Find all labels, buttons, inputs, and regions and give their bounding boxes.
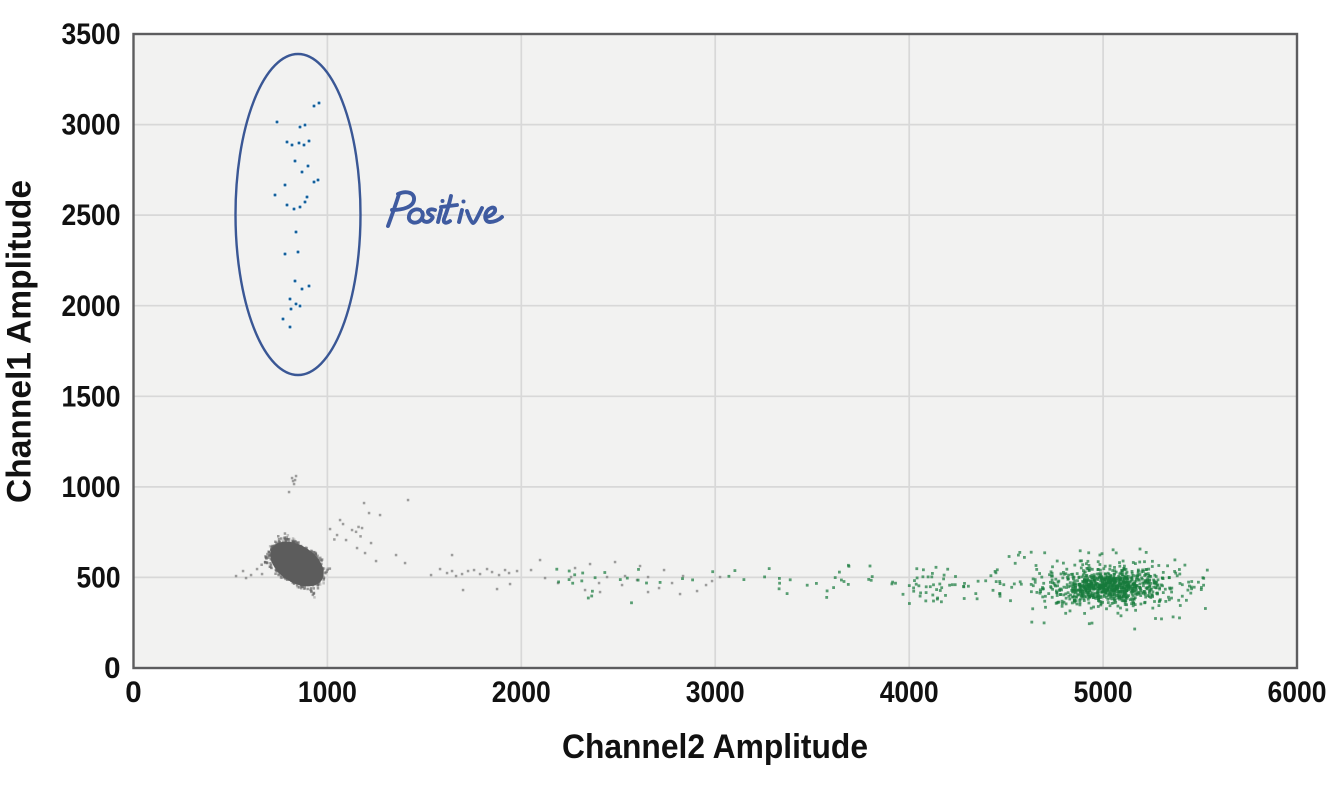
- svg-text:1000: 1000: [62, 471, 121, 504]
- svg-text:1000: 1000: [298, 676, 357, 709]
- svg-text:0: 0: [125, 676, 141, 709]
- svg-text:6000: 6000: [1268, 676, 1327, 709]
- svg-text:Channel2 Amplitude: Channel2 Amplitude: [562, 728, 868, 766]
- svg-text:0: 0: [104, 652, 120, 685]
- svg-text:3000: 3000: [686, 676, 745, 709]
- svg-text:3500: 3500: [62, 18, 121, 51]
- svg-text:Channel1 Amplitude: Channel1 Amplitude: [1, 180, 39, 503]
- svg-text:2000: 2000: [492, 676, 551, 709]
- svg-text:5000: 5000: [1074, 676, 1133, 709]
- svg-text:500: 500: [77, 562, 121, 595]
- svg-text:1500: 1500: [62, 380, 121, 413]
- svg-text:2500: 2500: [62, 199, 121, 232]
- svg-text:2000: 2000: [62, 290, 121, 323]
- svg-text:4000: 4000: [880, 676, 939, 709]
- svg-text:3000: 3000: [62, 109, 121, 142]
